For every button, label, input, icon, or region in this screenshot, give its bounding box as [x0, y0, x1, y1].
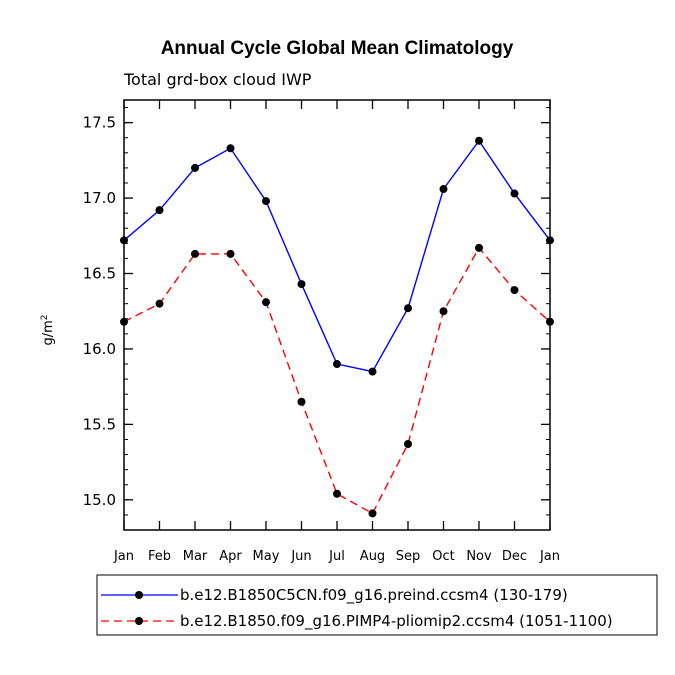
- data-point-series-2: [262, 298, 270, 307]
- x-tick-label: Aug: [360, 549, 385, 564]
- x-tick-label: Mar: [183, 549, 208, 564]
- data-point-series-2: [404, 440, 412, 448]
- data-point-series-2: [368, 509, 377, 518]
- data-point-series-2: [155, 299, 164, 308]
- x-tick-label: Jun: [290, 549, 311, 564]
- legend-marker-series-1: [135, 591, 143, 599]
- data-point-series-2: [439, 307, 448, 316]
- legend-marker-series-2: [135, 617, 143, 625]
- data-point-series-2: [191, 249, 199, 258]
- data-point-series-2: [226, 249, 235, 258]
- data-point-series-2: [333, 489, 341, 498]
- data-point-series-2: [475, 243, 483, 252]
- x-tick-label: Jan: [113, 549, 134, 564]
- legend-box: [96, 574, 658, 636]
- data-point-series-1: [368, 367, 377, 376]
- series-line-1: [123, 139, 551, 373]
- x-tick-label: Sep: [396, 549, 421, 564]
- plot-frame: [123, 99, 551, 531]
- y-tick-label: 15.5: [83, 415, 116, 433]
- x-axis: Jan Feb Mar Apr May Jun Jul Aug Sep Oct Nov Dec Jan: [113, 100, 560, 564]
- data-point-series-1: [333, 360, 341, 369]
- x-tick-label: Feb: [148, 549, 171, 564]
- data-point-series-1: [475, 136, 483, 145]
- x-tick-label: Nov: [466, 549, 492, 564]
- data-point-series-1: [546, 236, 554, 245]
- y-tick-label: 15.0: [83, 491, 116, 509]
- y-tick-label: 17.5: [83, 114, 116, 132]
- chart-title: Annual Cycle Global Mean Climatology: [161, 38, 514, 59]
- y-tick-label: 16.5: [83, 265, 116, 283]
- y-tick-label: 17.0: [83, 189, 116, 207]
- data-point-series-2: [546, 317, 554, 326]
- data-point-series-1: [439, 185, 448, 194]
- data-point-series-1: [191, 163, 199, 172]
- x-tick-label: Jul: [328, 549, 345, 564]
- data-point-series-1: [297, 280, 306, 289]
- x-tick-label: Apr: [219, 549, 242, 564]
- legend-label-series-2: b.e12.B1850.f09_g16.PIMP4-pliomip2.ccsm4…: [180, 612, 613, 631]
- x-tick-label: Jan: [539, 549, 560, 564]
- x-tick-label: Dec: [502, 549, 527, 564]
- legend-label-series-1: b.e12.B1850C5CN.f09_g16.preind.ccsm4 (13…: [180, 586, 568, 605]
- y-axis-label: g/m2: [40, 314, 56, 345]
- series-layer: [120, 136, 554, 518]
- x-tick-label: May: [253, 549, 280, 564]
- series-line-2: [123, 246, 551, 515]
- legend: b.e12.B1850C5CN.f09_g16.preind.ccsm4 (13…: [96, 574, 658, 636]
- chart-subtitle: Total grd-box cloud IWP: [123, 70, 312, 89]
- y-tick-label: 16.0: [83, 340, 116, 358]
- data-point-series-1: [510, 189, 519, 198]
- data-point-series-2: [297, 397, 306, 406]
- data-point-series-1: [226, 144, 235, 153]
- data-point-series-1: [404, 304, 412, 313]
- data-point-series-1: [120, 236, 128, 245]
- data-point-series-1: [155, 206, 164, 215]
- data-point-series-1: [262, 197, 270, 206]
- data-point-series-2: [120, 317, 128, 326]
- y-axis: 15.0 15.5 16.0 16.5 17.0 17.5: [83, 107, 550, 531]
- x-tick-label: Oct: [432, 549, 454, 564]
- data-point-series-2: [510, 286, 519, 295]
